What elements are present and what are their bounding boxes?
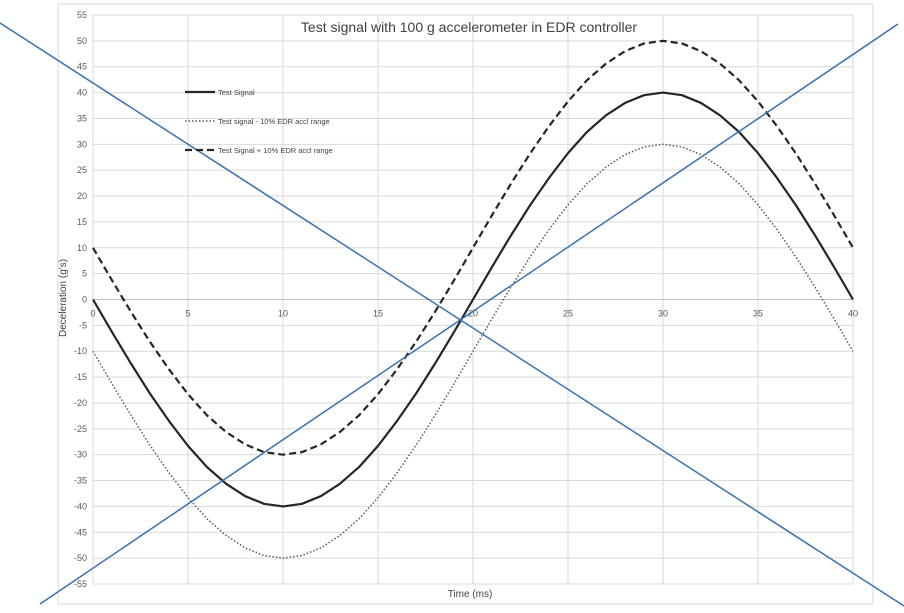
x-tick-label: 10 [278,309,288,319]
y-tick-label: 0 [82,295,87,305]
legend-label: Test Signal + 10% EDR accl range [218,146,333,155]
x-tick-label: 40 [848,309,858,319]
x-tick-label: 15 [373,309,383,319]
x-tick-label: 25 [563,309,573,319]
x-tick-label: 0 [90,309,95,319]
y-tick-label: 50 [77,36,87,46]
y-tick-label: -45 [74,527,87,537]
y-axis-title: Deceleration (g's) [58,259,69,337]
y-tick-label: -35 [74,476,87,486]
y-tick-label: -30 [74,450,87,460]
legend-label: Test Signal [218,88,255,97]
y-tick-label: -10 [74,346,87,356]
legend-label: Test signal - 10% EDR accl range [218,117,330,126]
y-tick-label: 45 [77,62,87,72]
y-tick-label: 25 [77,165,87,175]
chart-title: Test signal with 100 g accelerometer in … [301,19,637,35]
y-tick-label: 15 [77,217,87,227]
y-tick-label: -25 [74,424,87,434]
y-tick-label: 40 [77,88,87,98]
y-tick-label: 10 [77,243,87,253]
y-tick-label: -50 [74,553,87,563]
y-tick-label: 55 [77,10,87,20]
y-tick-label: -5 [79,320,87,330]
y-tick-label: -15 [74,372,87,382]
x-tick-label: 30 [658,309,668,319]
y-tick-label: 20 [77,191,87,201]
x-tick-label: 35 [753,309,763,319]
y-tick-label: -40 [74,501,87,511]
y-tick-label: 35 [77,113,87,123]
y-tick-label: -20 [74,398,87,408]
x-tick-label: 5 [185,309,190,319]
chart-area-border [58,4,873,604]
x-axis-title: Time (ms) [448,589,493,600]
y-tick-label: 30 [77,139,87,149]
y-tick-label: 5 [82,269,87,279]
